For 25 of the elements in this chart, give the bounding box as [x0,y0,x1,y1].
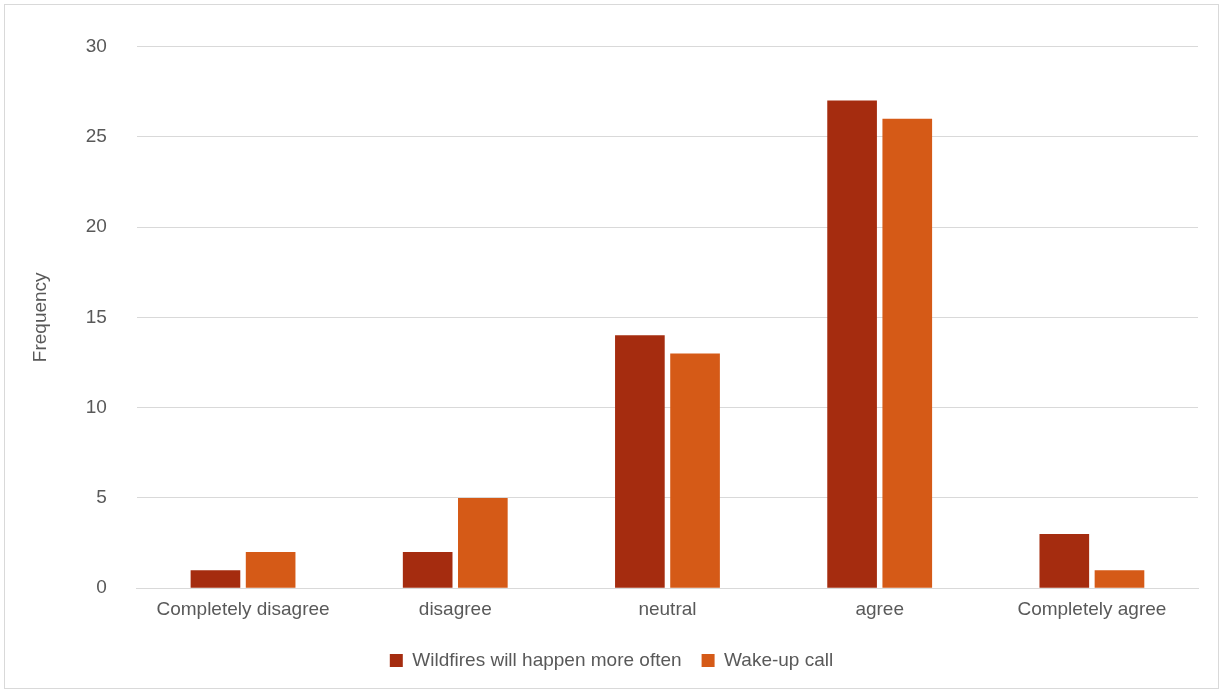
bar [1094,570,1145,588]
bar [458,497,508,588]
y-tick-label: 30 [85,34,107,56]
y-tick-label: 10 [85,395,107,417]
y-tick-label: 20 [85,215,107,237]
bar [882,118,933,588]
bar [1039,534,1090,588]
x-tick-label: neutral [638,597,697,619]
bar [827,100,877,588]
y-axis-title: Frequency [28,271,50,363]
y-tick-label: 25 [85,124,107,146]
x-tick-label: disagree [418,597,492,619]
bar [615,335,665,588]
bar [190,570,241,588]
bar [245,552,296,588]
x-tick-label: agree [855,597,904,619]
y-tick-label: 0 [96,576,107,598]
legend-label: Wake-up call [724,648,834,670]
x-tick-label: Completely disagree [156,597,330,619]
legend-label: Wildfires will happen more often [412,648,682,670]
x-tick-label: Completely agree [1017,597,1167,619]
bar [670,353,720,588]
y-tick-label: 15 [85,305,107,327]
bar [402,552,453,588]
y-tick-label: 5 [96,486,107,508]
